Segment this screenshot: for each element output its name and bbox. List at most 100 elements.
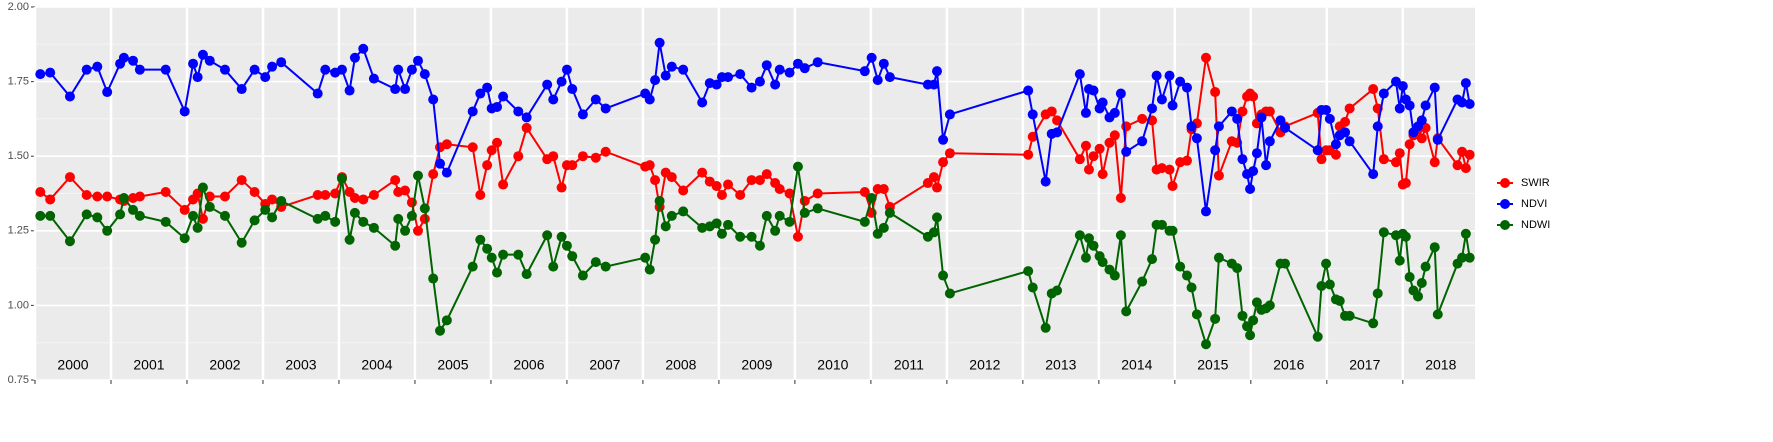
point xyxy=(799,195,810,206)
year-label: 2004 xyxy=(361,357,392,373)
point xyxy=(1164,164,1175,175)
point xyxy=(577,109,588,120)
point xyxy=(1321,104,1332,115)
point xyxy=(236,84,247,95)
year-label: 2018 xyxy=(1425,357,1456,373)
point xyxy=(358,194,369,205)
point xyxy=(412,55,423,66)
y-tick-label: 1.50 xyxy=(8,150,29,162)
point xyxy=(1464,252,1475,263)
point xyxy=(1052,115,1063,126)
legend-label: NDWI xyxy=(1521,219,1550,231)
point xyxy=(1429,157,1440,168)
point xyxy=(513,151,524,162)
point xyxy=(368,73,379,84)
point xyxy=(711,181,722,192)
point xyxy=(192,222,203,233)
point xyxy=(1416,115,1427,126)
point xyxy=(548,151,559,162)
point xyxy=(1404,139,1415,150)
point xyxy=(475,88,486,99)
point xyxy=(368,189,379,200)
point xyxy=(1027,282,1038,293)
point xyxy=(666,61,677,72)
point xyxy=(320,210,331,221)
point xyxy=(204,55,215,66)
point xyxy=(1464,98,1475,109)
y-tick-label: 1.00 xyxy=(8,299,29,311)
point xyxy=(784,188,795,199)
point xyxy=(482,82,493,93)
point xyxy=(1397,81,1408,92)
point xyxy=(1083,233,1094,244)
point xyxy=(678,206,689,217)
point xyxy=(276,57,287,68)
point xyxy=(1097,257,1108,268)
point xyxy=(1457,97,1468,108)
point xyxy=(666,172,677,183)
point xyxy=(1340,127,1351,138)
point xyxy=(197,182,208,193)
point xyxy=(115,209,126,220)
point xyxy=(475,189,486,200)
point xyxy=(884,72,895,83)
point xyxy=(746,231,757,242)
point xyxy=(600,103,611,114)
point xyxy=(368,222,379,233)
point xyxy=(467,142,478,153)
point xyxy=(92,191,103,202)
point xyxy=(435,158,446,169)
point xyxy=(1121,146,1132,157)
point xyxy=(336,173,347,184)
point xyxy=(878,58,889,69)
point xyxy=(746,82,757,93)
point xyxy=(567,160,578,171)
point xyxy=(64,236,75,247)
point xyxy=(1186,121,1197,132)
point xyxy=(928,172,939,183)
point xyxy=(654,37,665,48)
point xyxy=(723,179,734,190)
point xyxy=(666,210,677,221)
point xyxy=(219,191,230,202)
point xyxy=(1394,255,1405,266)
point xyxy=(249,64,260,75)
point xyxy=(400,185,411,196)
point xyxy=(1429,82,1440,93)
point xyxy=(1261,160,1272,171)
point xyxy=(1404,272,1415,283)
point xyxy=(1151,70,1162,81)
point xyxy=(400,225,411,236)
point xyxy=(492,137,503,148)
point xyxy=(1237,310,1248,321)
point xyxy=(92,61,103,72)
legend-marker xyxy=(1500,220,1510,230)
point xyxy=(1280,122,1291,133)
year-label: 2016 xyxy=(1273,357,1304,373)
year-label: 2014 xyxy=(1121,357,1152,373)
point xyxy=(812,57,823,68)
point xyxy=(81,64,92,75)
point xyxy=(336,64,347,75)
point xyxy=(160,64,171,75)
point xyxy=(1147,254,1158,265)
point xyxy=(1372,121,1383,132)
point xyxy=(1109,270,1120,281)
point xyxy=(179,204,190,215)
point xyxy=(1088,85,1099,96)
point xyxy=(1046,106,1057,117)
point xyxy=(735,231,746,242)
point xyxy=(542,79,553,90)
point xyxy=(1109,130,1120,141)
point xyxy=(644,94,655,105)
point xyxy=(390,175,401,186)
point xyxy=(188,210,199,221)
point xyxy=(267,212,278,223)
point xyxy=(678,64,689,75)
point xyxy=(1213,121,1224,132)
point xyxy=(1074,69,1085,80)
point xyxy=(1083,164,1094,175)
point xyxy=(1275,115,1286,126)
point xyxy=(1245,184,1256,195)
point xyxy=(330,216,341,227)
